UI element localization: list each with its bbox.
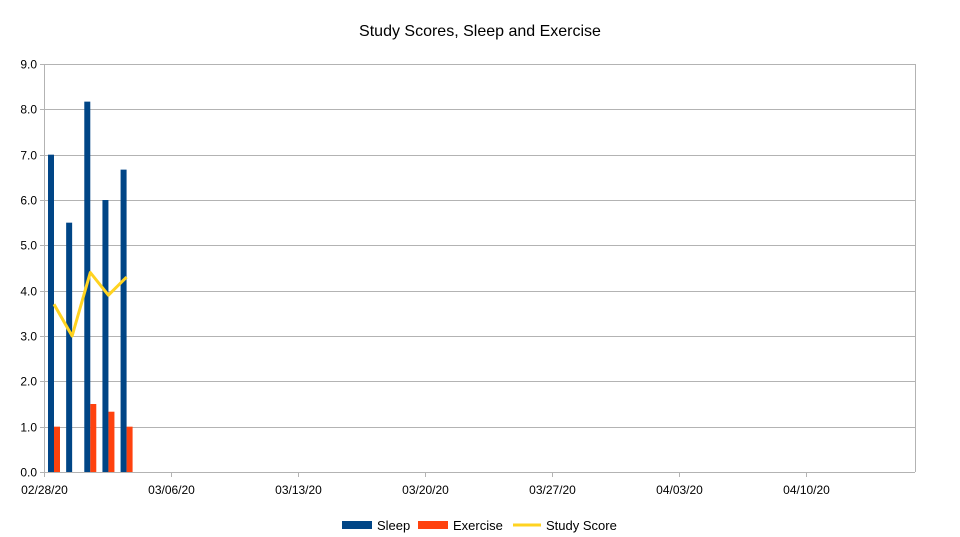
legend-label: Exercise — [453, 518, 503, 533]
y-tick-label: 4.0 — [20, 285, 37, 299]
legend-swatch — [418, 521, 448, 529]
x-tick-label: 03/27/20 — [529, 483, 576, 497]
x-tick-label: 03/13/20 — [275, 483, 322, 497]
bar-exercise — [126, 426, 133, 472]
y-tick-label: 8.0 — [20, 103, 37, 117]
bar-sleep — [48, 154, 54, 472]
x-axis-ticks: 02/28/20 03/06/20 03/13/20 03/20/20 03/27/20… — [21, 483, 830, 497]
legend: Sleep Exercise Study Score — [342, 518, 617, 533]
y-axis-ticks: 0.0 1.0 2.0 3.0 4.0 5.0 6.0 7.0 8.0 9.0 — [20, 58, 37, 480]
y-tick-label: 1.0 — [20, 421, 37, 435]
y-tick-label: 7.0 — [20, 149, 37, 163]
y-tick-label: 3.0 — [20, 330, 37, 344]
y-tick-label: 9.0 — [20, 58, 37, 72]
legend-item: Study Score — [513, 518, 617, 533]
legend-label: Study Score — [546, 518, 617, 533]
lines — [52, 271, 128, 338]
bar-sleep — [102, 200, 109, 472]
legend-label: Sleep — [377, 518, 410, 533]
line-study-score — [52, 271, 128, 338]
y-tick-label: 5.0 — [20, 239, 37, 253]
y-tick-label: 2.0 — [20, 375, 37, 389]
x-tick-label: 04/03/20 — [656, 483, 703, 497]
bar-exercise — [90, 404, 97, 472]
x-tick-label: 04/10/20 — [783, 483, 830, 497]
bar-sleep — [120, 169, 127, 473]
x-tick-label: 02/28/20 — [21, 483, 68, 497]
bar-exercise — [54, 426, 60, 472]
legend-item: Exercise — [418, 518, 503, 533]
x-tick-label: 03/06/20 — [148, 483, 195, 497]
y-tick-label: 0.0 — [20, 466, 37, 480]
chart-title: Study Scores, Sleep and Exercise — [359, 23, 601, 40]
bar-sleep — [66, 222, 73, 472]
x-tick-label: 03/20/20 — [402, 483, 449, 497]
grid — [40, 64, 916, 477]
bars — [48, 101, 133, 473]
legend-swatch — [342, 521, 372, 529]
legend-item: Sleep — [342, 518, 410, 533]
bar-exercise — [108, 411, 115, 472]
y-tick-label: 6.0 — [20, 194, 37, 208]
